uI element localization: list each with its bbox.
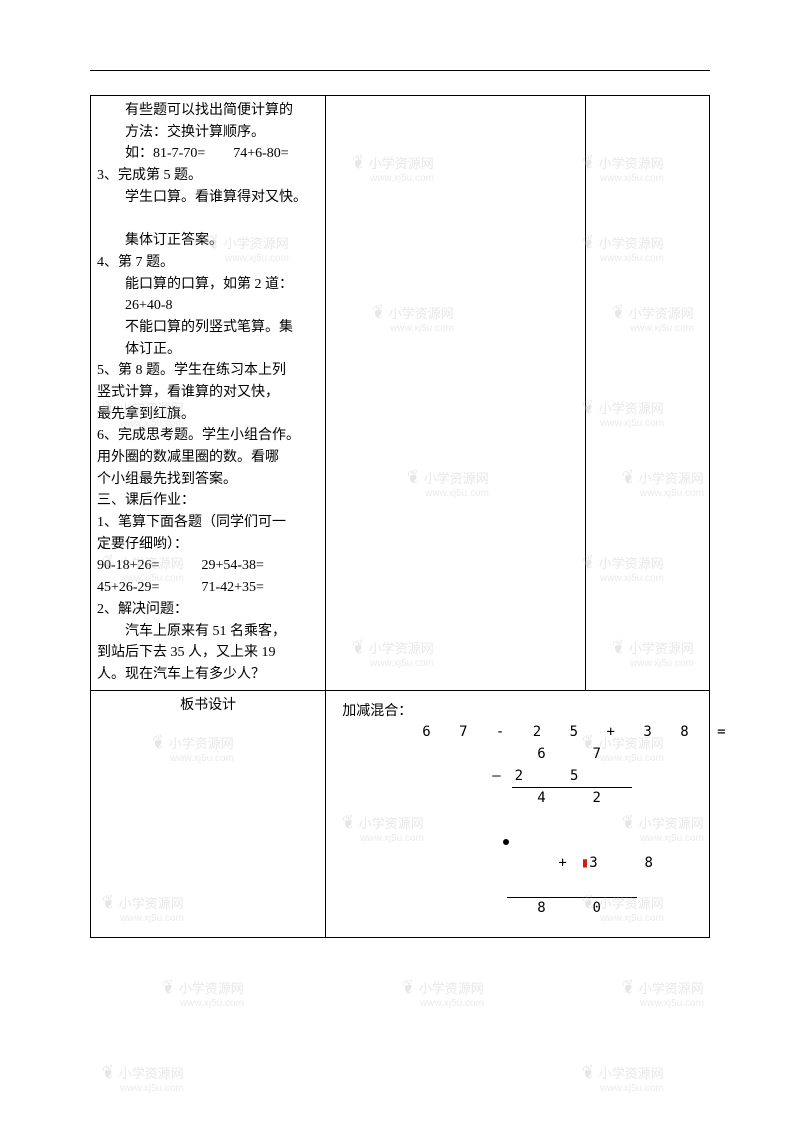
bullet-icon bbox=[503, 839, 509, 845]
content-line: 45+26-29= 71-42+35= bbox=[97, 577, 319, 599]
content-line: 2、解决问题： bbox=[97, 599, 319, 621]
content-line: 个小组最先找到答案。 bbox=[97, 469, 319, 491]
top-rule bbox=[90, 70, 710, 71]
content-line: 如：81-7-70= 74+6-80= bbox=[97, 143, 319, 165]
content-line: 3、完成第 5 题。 bbox=[97, 165, 319, 187]
calc-title-text: 加减混合： bbox=[342, 703, 412, 719]
content-line: 定要仔细哟）： bbox=[97, 534, 319, 556]
calc-r4: + ▮3 8 bbox=[342, 810, 693, 897]
content-line: 到站后下去 35 人，又上来 19 bbox=[97, 642, 319, 664]
leaf-icon: ❦ bbox=[581, 1059, 596, 1087]
content-line: 1、笔算下面各题（同学们可一 bbox=[97, 512, 319, 534]
content-line: 竖式计算，看谁算的对又快， bbox=[97, 382, 319, 404]
calc-expr: 6 7 - 2 5 + 3 8 = bbox=[342, 722, 693, 744]
calc-r5: 8 0 bbox=[342, 898, 693, 920]
content-line: 6、完成思考题。学生小组合作。 bbox=[97, 425, 319, 447]
content-line: 汽车上原来有 51 名乘客， bbox=[97, 621, 319, 643]
board-label-cell: 板书设计 bbox=[91, 690, 326, 938]
leaf-icon: ❦ bbox=[101, 1059, 116, 1087]
table-row: 有些题可以找出简便计算的方法：交换计算顺序。如：81-7-70= 74+6-80… bbox=[91, 96, 710, 691]
content-line: 体订正。 bbox=[97, 339, 319, 361]
content-line: 有些题可以找出简便计算的 bbox=[97, 100, 319, 122]
content-line: 方法：交换计算顺序。 bbox=[97, 122, 319, 144]
content-line: 4、第 7 题。 bbox=[97, 252, 319, 274]
lesson-table: 有些题可以找出简便计算的方法：交换计算顺序。如：81-7-70= 74+6-80… bbox=[90, 95, 710, 938]
content-line: 能口算的口算，如第 2 道： bbox=[97, 274, 319, 296]
content-line: 集体订正答案。 bbox=[97, 230, 319, 252]
content-line: 三、课后作业： bbox=[97, 490, 319, 512]
content-line: 5、第 8 题。学生在练习本上列 bbox=[97, 360, 319, 382]
board-label: 板书设计 bbox=[180, 698, 236, 713]
page: 有些题可以找出简便计算的方法：交换计算顺序。如：81-7-70= 74+6-80… bbox=[0, 0, 800, 1132]
leaf-icon: ❦ bbox=[161, 974, 176, 1002]
content-cell: 有些题可以找出简便计算的方法：交换计算顺序。如：81-7-70= 74+6-80… bbox=[91, 96, 326, 691]
leaf-icon: ❦ bbox=[401, 974, 416, 1002]
content-line: 人。现在汽车上有多少人？ bbox=[97, 664, 319, 686]
content-line: 用外圈的数减里圈的数。看哪 bbox=[97, 447, 319, 469]
table-row: 板书设计 加减混合： 6 7 - 2 5 + 3 8 = 6 7 — 2 5 4… bbox=[91, 690, 710, 938]
content-line bbox=[97, 208, 319, 230]
empty-cell-2 bbox=[586, 96, 710, 691]
calc-r1: 6 7 bbox=[342, 744, 693, 766]
watermark: ❦小学资源网www.xj5u.com bbox=[400, 975, 484, 1009]
calc-r3: 4 2 bbox=[342, 788, 693, 810]
calc-title: 加减混合： bbox=[342, 701, 693, 723]
empty-cell-1 bbox=[326, 96, 586, 691]
content-line: 学生口算。看谁算得对又快。 bbox=[97, 187, 319, 209]
content-line: 90-18+26= 29+54-38= bbox=[97, 555, 319, 577]
board-content-cell: 加减混合： 6 7 - 2 5 + 3 8 = 6 7 — 2 5 4 2 + … bbox=[326, 690, 710, 938]
carry-mark: ▮ bbox=[581, 855, 589, 871]
watermark: ❦小学资源网www.xj5u.com bbox=[160, 975, 244, 1009]
watermark: ❦小学资源网www.xj5u.com bbox=[100, 1060, 184, 1094]
calc-r2: — 2 5 bbox=[342, 766, 693, 788]
content-line: 不能口算的列竖式笔算。集 bbox=[97, 317, 319, 339]
content-line: 26+40-8 bbox=[97, 295, 319, 317]
watermark: ❦小学资源网www.xj5u.com bbox=[620, 975, 704, 1009]
leaf-icon: ❦ bbox=[621, 974, 636, 1002]
watermark: ❦小学资源网www.xj5u.com bbox=[580, 1060, 664, 1094]
calc-block: 加减混合： 6 7 - 2 5 + 3 8 = 6 7 — 2 5 4 2 + … bbox=[332, 695, 703, 934]
content-line: 最先拿到红旗。 bbox=[97, 404, 319, 426]
